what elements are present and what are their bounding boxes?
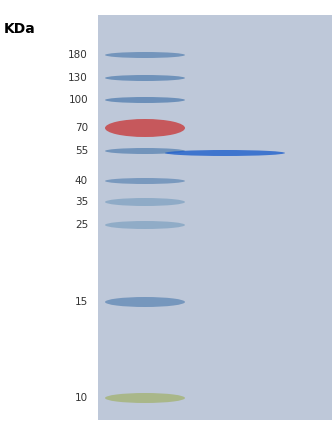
Text: KDa: KDa: [3, 22, 35, 36]
Text: 130: 130: [68, 73, 88, 83]
Ellipse shape: [165, 150, 285, 156]
Text: 70: 70: [75, 123, 88, 133]
Ellipse shape: [105, 119, 185, 137]
Text: 10: 10: [75, 393, 88, 403]
Ellipse shape: [105, 75, 185, 81]
Text: 35: 35: [75, 197, 88, 207]
Ellipse shape: [105, 198, 185, 206]
Ellipse shape: [105, 393, 185, 403]
Text: 180: 180: [68, 50, 88, 60]
Text: 15: 15: [75, 297, 88, 307]
Ellipse shape: [105, 297, 185, 307]
Ellipse shape: [105, 52, 185, 58]
Text: 100: 100: [68, 95, 88, 105]
Text: 25: 25: [75, 220, 88, 230]
Bar: [98, 15, 332, 420]
Ellipse shape: [105, 148, 185, 154]
Text: 55: 55: [75, 146, 88, 156]
Ellipse shape: [105, 97, 185, 103]
Ellipse shape: [105, 221, 185, 229]
Text: 40: 40: [75, 176, 88, 186]
Ellipse shape: [105, 178, 185, 184]
